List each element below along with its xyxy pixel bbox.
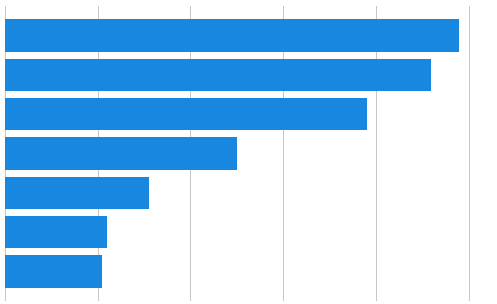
Bar (5, 216, 107, 248)
Bar (5, 98, 367, 130)
Bar (5, 59, 431, 91)
Bar (5, 177, 149, 209)
Bar (5, 137, 237, 170)
Bar (5, 255, 102, 288)
Bar (5, 19, 459, 52)
